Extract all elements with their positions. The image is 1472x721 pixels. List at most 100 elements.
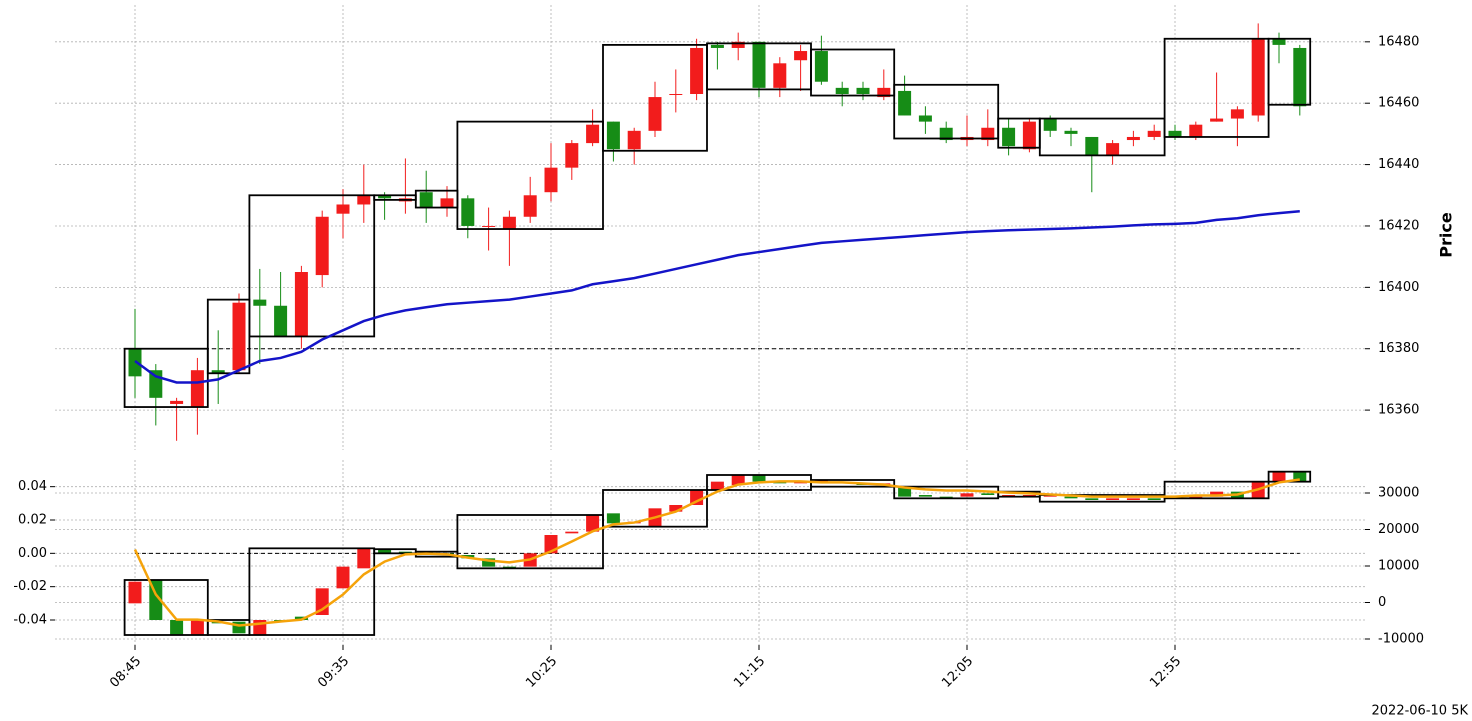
range-box xyxy=(1163,480,1270,500)
candle-body xyxy=(898,486,912,497)
candle-body xyxy=(1272,38,1286,45)
candle-body xyxy=(690,490,704,505)
y2-tick-label: 20000 xyxy=(1378,522,1419,537)
y2-tick-label: 30000 xyxy=(1378,485,1419,500)
candle-body xyxy=(482,225,496,227)
candle-body xyxy=(1085,498,1099,500)
candle-body xyxy=(565,531,579,534)
candle-body xyxy=(918,495,932,497)
caption: 2022-06-10 5K xyxy=(1372,704,1469,719)
candle-body xyxy=(731,41,745,48)
candle-body xyxy=(1022,121,1036,150)
candle-body xyxy=(211,370,225,374)
candle-body xyxy=(606,513,620,524)
candle-body xyxy=(190,620,204,635)
candle-body xyxy=(669,505,683,512)
candle-body xyxy=(336,204,350,214)
candle-body xyxy=(1064,130,1078,134)
y-tick-label: -0.04 xyxy=(13,613,47,628)
candle-body xyxy=(1293,47,1307,107)
y-tick-label: 16460 xyxy=(1378,96,1419,111)
x-tick-label: 12:55 xyxy=(1147,654,1184,691)
candle-body xyxy=(1043,118,1057,131)
candle-body xyxy=(586,515,600,532)
candle-body xyxy=(357,548,371,569)
candle-body xyxy=(315,216,329,276)
candle-body xyxy=(170,620,184,635)
candle-body xyxy=(190,370,204,408)
candle-body xyxy=(502,216,516,230)
x-tick-label: 09:35 xyxy=(315,654,352,691)
candle-body xyxy=(752,475,766,482)
candle-body xyxy=(1064,496,1078,499)
candle-body xyxy=(1272,471,1286,482)
candle-body xyxy=(1126,136,1140,141)
candle-body xyxy=(1147,130,1161,137)
y-tick-label: 0.02 xyxy=(18,513,47,528)
y-tick-label: 16360 xyxy=(1378,403,1419,418)
y-tick-label: -0.02 xyxy=(13,579,47,594)
candle-body xyxy=(1002,127,1016,147)
candle-body xyxy=(232,302,246,371)
candle-body xyxy=(586,124,600,144)
candle-body xyxy=(1106,498,1120,500)
x-tick-label: 08:45 xyxy=(107,654,144,691)
candle-body xyxy=(1210,118,1224,122)
candle-body xyxy=(294,272,308,337)
x-tick-label: 10:25 xyxy=(523,654,560,691)
candle-body xyxy=(170,400,184,404)
candle-body xyxy=(710,44,724,48)
candle-body xyxy=(1085,136,1099,156)
range-box xyxy=(248,547,376,636)
candle-body xyxy=(690,47,704,94)
candle-body xyxy=(939,127,953,141)
range-box xyxy=(1038,117,1166,157)
range-box xyxy=(248,194,376,338)
range-box xyxy=(456,120,604,230)
candle-body xyxy=(606,121,620,150)
candle-body xyxy=(1251,38,1265,116)
candle-body xyxy=(835,87,849,94)
y2-tick-label: 0 xyxy=(1378,595,1386,610)
y-tick-label: 0.00 xyxy=(18,546,47,561)
y-tick-label: 16440 xyxy=(1378,157,1419,172)
candle-body xyxy=(274,305,288,337)
candle-body xyxy=(669,94,683,95)
range-box xyxy=(1267,37,1312,106)
candle-body xyxy=(128,581,142,604)
y2-tick-label: -10000 xyxy=(1378,632,1424,647)
candle-body xyxy=(648,97,662,131)
candle-body xyxy=(1210,491,1224,497)
y-tick-label: 16400 xyxy=(1378,280,1419,295)
range-box xyxy=(602,489,708,528)
candle-body xyxy=(710,481,724,490)
candle-body xyxy=(794,51,808,61)
candle-body xyxy=(731,475,745,485)
candle-body xyxy=(440,198,454,208)
x-tick-label: 12:05 xyxy=(939,654,976,691)
candle-body xyxy=(856,87,870,94)
candle-body xyxy=(565,143,579,168)
y-axis-label: Price xyxy=(1437,212,1456,258)
candle-body xyxy=(482,558,496,567)
range-box xyxy=(810,479,896,488)
candle-body xyxy=(336,566,350,589)
range-box xyxy=(893,83,1000,140)
candle-body xyxy=(898,90,912,116)
y-tick-label: 0.04 xyxy=(18,479,47,494)
candle-body xyxy=(378,550,392,554)
candle-body xyxy=(1147,498,1161,500)
y-tick-label: 16420 xyxy=(1378,218,1419,233)
candle-body xyxy=(981,127,995,141)
moving-average-line xyxy=(134,209,1300,384)
candle-body xyxy=(1230,109,1244,119)
candle-body xyxy=(378,195,392,199)
candle-body xyxy=(773,63,787,88)
candle-body xyxy=(1106,143,1120,156)
candle-body xyxy=(1168,130,1182,137)
y-tick-label: 16480 xyxy=(1378,34,1419,49)
candle-body xyxy=(1293,471,1307,482)
candle-body xyxy=(918,115,932,122)
y2-tick-label: 10000 xyxy=(1378,559,1419,574)
